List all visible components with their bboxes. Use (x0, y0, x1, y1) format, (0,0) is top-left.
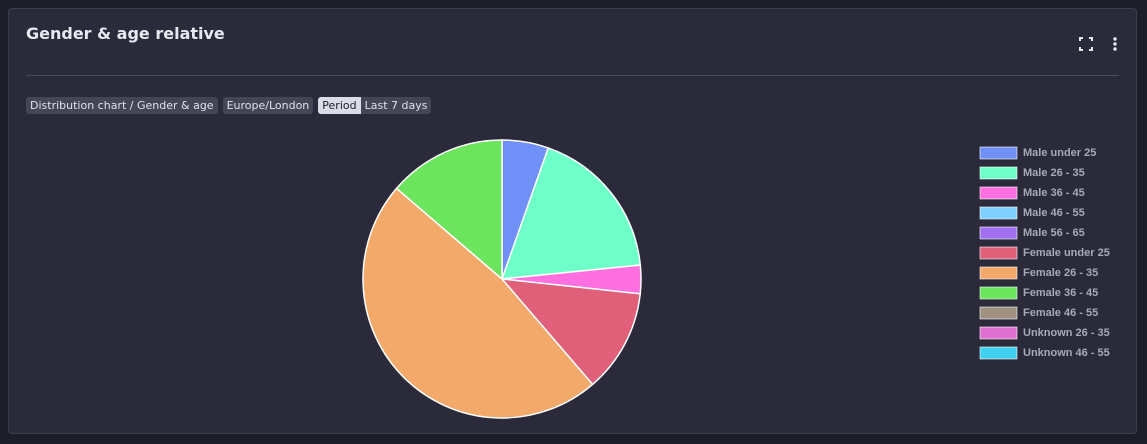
filter-bar: Distribution chart / Gender & age Europe… (26, 97, 432, 114)
legend-swatch (979, 246, 1018, 260)
separator (26, 75, 1119, 76)
filter-chip[interactable]: Period Last 7 days (318, 97, 432, 114)
filter-chip[interactable]: Distribution chart / Gender & age (26, 97, 218, 114)
legend-swatch (979, 266, 1018, 280)
legend-swatch (979, 226, 1018, 240)
legend-label: Female under 25 (1023, 247, 1110, 259)
filter-key: Period (318, 97, 361, 114)
legend-label: Male under 25 (1023, 147, 1096, 159)
legend-swatch (979, 346, 1018, 360)
legend-label: Unknown 46 - 55 (1023, 347, 1110, 359)
legend-label: Female 36 - 45 (1023, 287, 1098, 299)
legend-label: Female 26 - 35 (1023, 267, 1098, 279)
legend-label: Male 46 - 55 (1023, 207, 1085, 219)
filter-value: Last 7 days (360, 97, 432, 114)
legend-swatch (979, 286, 1018, 300)
legend-label: Male 36 - 45 (1023, 187, 1085, 199)
legend-swatch (979, 166, 1018, 180)
legend-label: Unknown 26 - 35 (1023, 327, 1110, 339)
widget-title: Gender & age relative (26, 24, 225, 43)
filter-chip[interactable]: Europe/London (222, 97, 314, 114)
pie-slice (362, 187, 594, 419)
pie-slice (500, 146, 642, 280)
fullscreen-button[interactable] (1079, 37, 1093, 51)
legend-swatch (979, 186, 1018, 200)
legend-swatch (979, 146, 1018, 160)
legend-swatch (979, 306, 1018, 320)
legend-label: Female 46 - 55 (1023, 307, 1098, 319)
pie-slice (395, 139, 503, 281)
legend-label: Male 26 - 35 (1023, 167, 1085, 179)
legend-swatch (979, 326, 1018, 340)
menu-button[interactable] (1109, 36, 1121, 52)
legend-swatch (979, 206, 1018, 220)
legend-label: Male 56 - 65 (1023, 227, 1085, 239)
pie-slice (500, 278, 642, 386)
